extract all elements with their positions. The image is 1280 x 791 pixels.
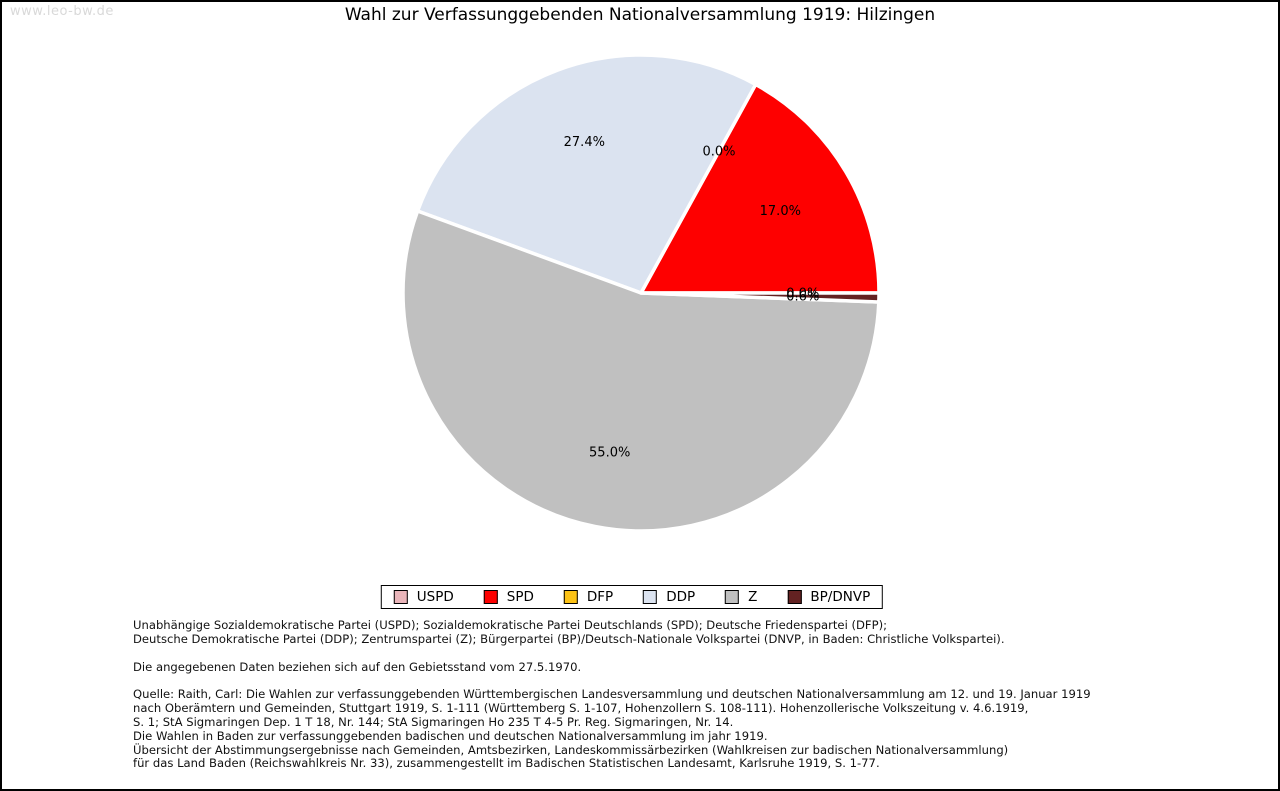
legend-label: USPD [416,589,454,605]
footnote-line: Unabhängige Sozialdemokratische Partei (… [133,618,888,632]
footnote-line: S. 1; StA Sigmaringen Dep. 1 T 18, Nr. 1… [133,714,734,729]
legend: USPD SPD DFP DDP Z BP/DNVP [380,585,884,609]
footnote-line: Die angegebenen Daten beziehen sich auf … [133,659,582,674]
legend-item-dfp: DFP [563,589,614,605]
legend-swatch-icon [787,590,802,604]
footnotes: Unabhängige Sozialdemokratische Partei (… [133,618,1233,771]
footnote-line: Quelle: Raith, Carl: Die Wahlen zur verf… [133,687,1091,702]
pie-slice-bp-dnvp [639,291,881,304]
legend-label: Z [748,589,758,605]
slice-label-bp-dnvp: 0.6% [786,290,819,305]
footnote-paragraph-3: Quelle: Raith, Carl: Die Wahlen zur verf… [133,688,1233,771]
legend-swatch-icon [563,590,578,604]
watermark: www.leo-bw.de [10,4,114,19]
slice-label-uspd: 0.0% [786,287,819,302]
legend-label: BP/DNVP [810,589,871,605]
legend-item-ddp: DDP [643,589,695,605]
legend-swatch-icon [393,590,408,604]
legend-item-bp-dnvp: BP/DNVP [787,589,870,605]
legend-item-uspd: USPD [393,589,454,605]
pie-slice-ddp [415,53,758,295]
legend-swatch-icon [483,590,498,604]
footnote-line: Die Wahlen in Baden zur verfassunggebend… [133,728,768,743]
legend-label: DFP [586,589,614,605]
legend-swatch-icon [725,590,740,604]
chart-title: Wahl zur Verfassunggebenden Nationalvers… [344,5,936,25]
footnote-line: nach Oberämtern und Gemeinden, Stuttgart… [133,701,1029,716]
footnote-line: Übersicht der Abstimmungsergebnisse nach… [133,742,1009,757]
legend-label: SPD [506,589,534,605]
pie-slice-z [401,209,881,533]
legend-item-z: Z [725,589,757,605]
legend-label: DDP [666,589,696,605]
legend-swatch-icon [643,590,658,604]
pie-slice-spd [639,82,881,295]
slice-label-spd: 17.0% [760,204,801,219]
slice-label-z: 55.0% [589,445,630,460]
legend-item-spd: SPD [483,589,534,605]
footnote-paragraph-1: Unabhängige Sozialdemokratische Partei (… [133,618,1233,647]
footnote-line: Deutsche Demokratische Partei (DDP); Zen… [133,631,1005,646]
pie-chart: 0.0% 17.0% 0.0% 27.4% 55.0% 0.6% [401,53,881,533]
footnote-line: für das Land Baden (Reichswahlkreis Nr. … [133,756,880,771]
slice-label-ddp: 27.4% [564,135,605,150]
footnote-paragraph-2: Die angegebenen Daten beziehen sich auf … [133,659,1233,675]
slice-label-dfp: 0.0% [702,145,735,160]
